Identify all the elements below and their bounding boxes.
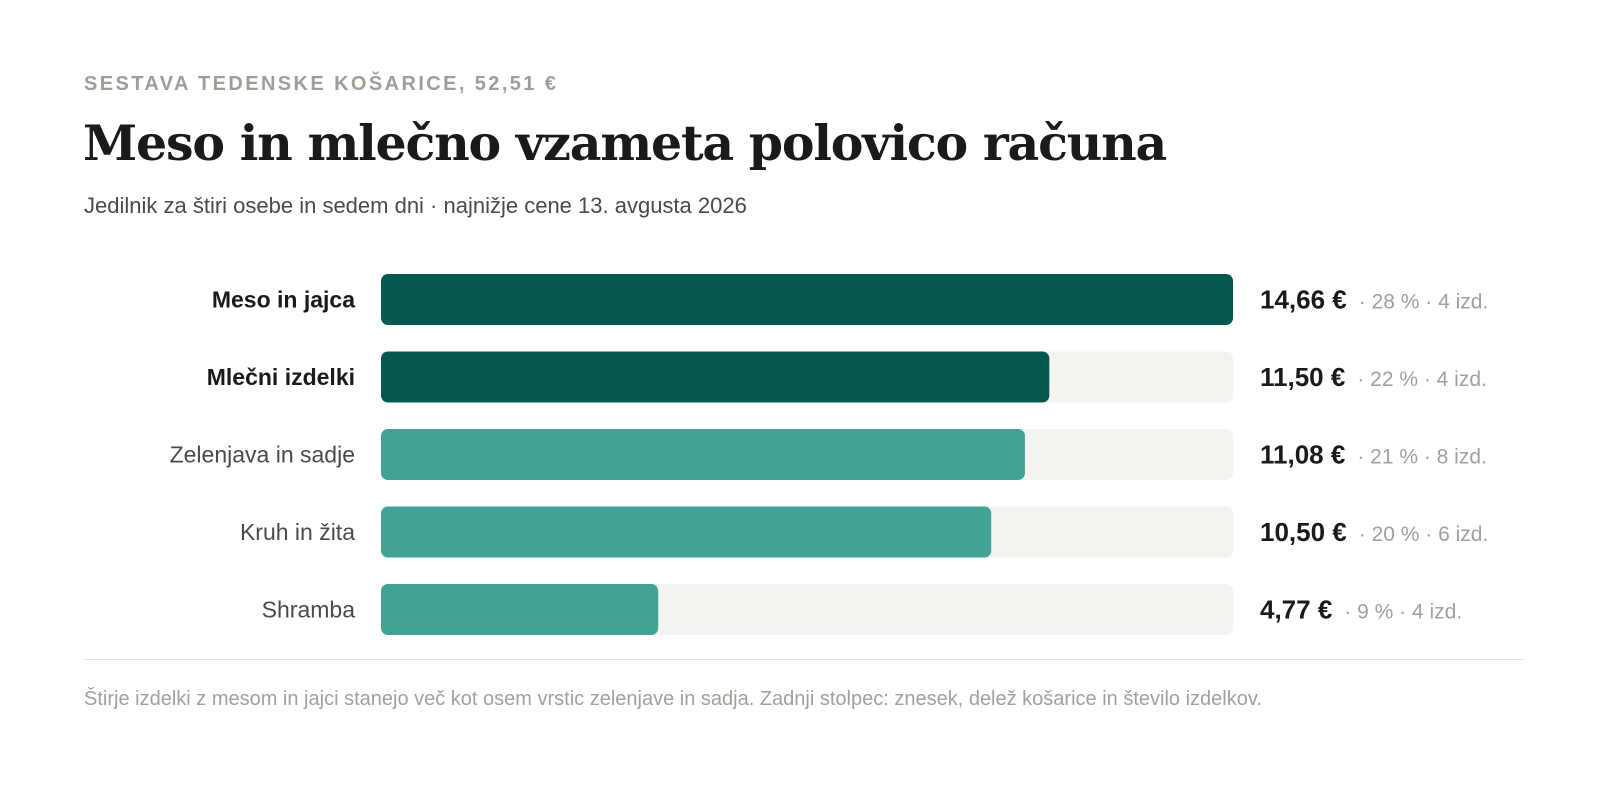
bar [381,506,992,558]
chart-title: Meso in mlečno vzameta polovico računa [83,114,1167,172]
category-label: Kruh in žita [240,519,355,545]
detail-label: · 9 % · 4 izd. [1344,601,1462,624]
detail-label: · 20 % · 6 izd. [1359,523,1489,546]
bar [381,274,1233,325]
footnote: Štirje izdelki z mesom in jajci stanejo … [84,688,1262,710]
detail-label: · 22 % · 4 izd. [1357,368,1487,391]
category-label: Meso in jajca [212,287,355,313]
value-label: 14,66 € [1260,285,1347,315]
category-label: Shramba [262,597,356,623]
value-label: 10,50 € [1260,517,1347,547]
value-label: 4,77 € [1260,595,1332,625]
chart-subtitle: Jedilnik za štiri osebe in sedem dni · n… [84,193,747,218]
divider [84,659,1524,660]
value-label: 11,50 € [1260,362,1345,392]
category-label: Zelenjava in sadje [170,442,355,468]
bar [381,584,659,635]
category-label: Mlečni izdelki [207,364,355,390]
detail-label: · 21 % · 8 izd. [1357,446,1487,469]
bar [381,351,1050,403]
detail-label: · 28 % · 4 izd. [1359,291,1489,314]
value-label: 11,08 € [1260,440,1345,470]
bar [381,429,1025,480]
kicker: SESTAVA TEDENSKE KOŠARICE, 52,51 € [84,73,559,95]
